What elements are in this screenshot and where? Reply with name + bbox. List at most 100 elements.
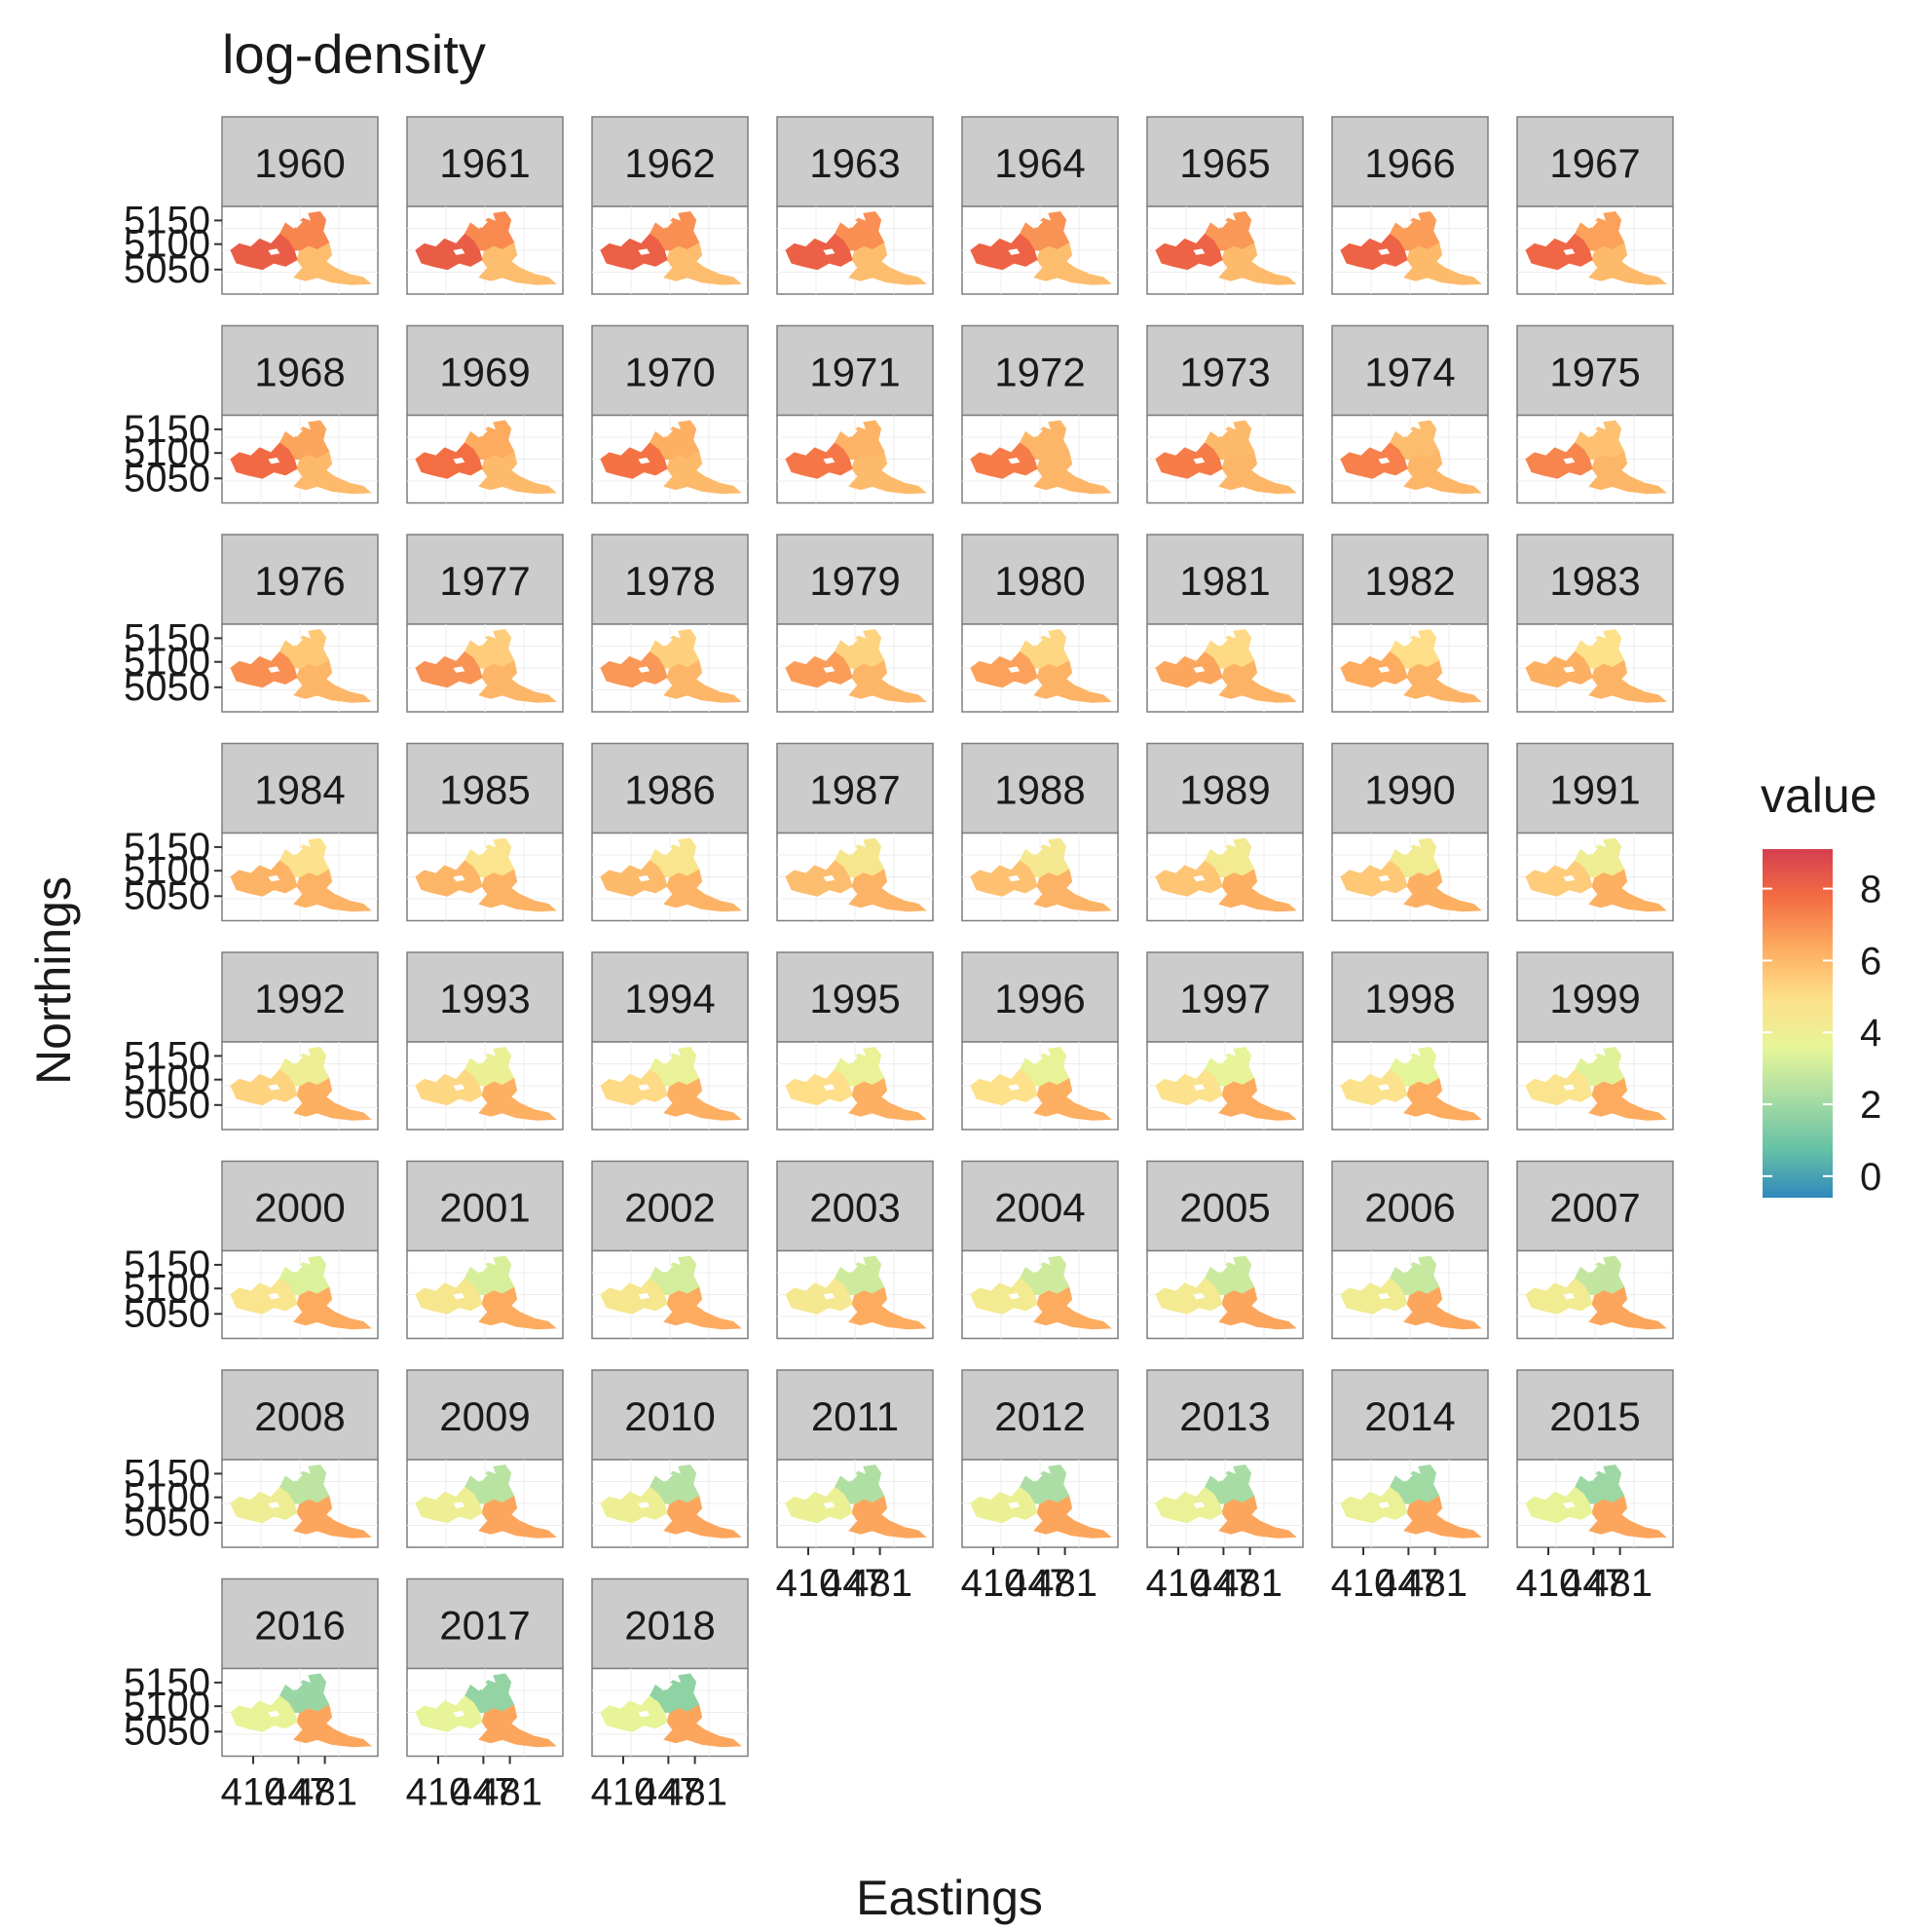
facet-strip-label: 1969 — [439, 350, 530, 395]
facet-panel: 1973 — [1146, 324, 1304, 504]
map-lake — [288, 1264, 303, 1273]
map-lake — [288, 637, 303, 646]
map-region-west — [970, 1486, 1038, 1524]
x-tick-label: 410 — [1331, 1562, 1396, 1605]
map-region-west — [415, 860, 483, 897]
map-region-west — [1525, 442, 1593, 479]
facet-strip-label: 2011 — [811, 1393, 899, 1439]
map-lake — [1583, 1055, 1598, 1063]
y-tick-label: 5100 — [124, 431, 210, 474]
facet-strip — [1516, 534, 1674, 625]
map-region-west — [1340, 1278, 1408, 1315]
map-lake — [1583, 1264, 1598, 1273]
x-tick-label: 481 — [1587, 1562, 1653, 1605]
facet-strip — [1516, 1160, 1674, 1252]
map-lake — [473, 1055, 488, 1063]
map-region-west — [230, 1068, 298, 1106]
y-tick-label: 5050 — [124, 666, 210, 709]
facet-strip — [221, 951, 379, 1043]
y-tick-label: 5150 — [124, 826, 210, 869]
facet-panel: 1967 — [1516, 116, 1674, 295]
map-lake — [453, 1502, 465, 1508]
facet-strip — [1331, 116, 1489, 207]
y-tick-label: 5050 — [124, 1710, 210, 1753]
x-tick-label: 410 — [961, 1562, 1026, 1605]
legend-tick-label: 6 — [1860, 940, 1881, 983]
map-region-west — [230, 1486, 298, 1524]
facet-strip-label: 2015 — [1549, 1393, 1640, 1439]
map-lake — [658, 1682, 673, 1690]
map-lake — [1378, 457, 1391, 464]
map-lake — [288, 1055, 303, 1063]
y-tick-label: 5050 — [124, 457, 210, 500]
map-lake — [658, 1055, 673, 1063]
x-tick-label: 410 — [1146, 1562, 1211, 1605]
map-lake — [1398, 428, 1413, 437]
map-region-west — [1525, 233, 1593, 271]
map-region-west — [1340, 1068, 1408, 1106]
facet-strip — [221, 742, 379, 835]
facet-strip — [961, 324, 1119, 417]
map-lake — [1563, 248, 1576, 255]
map-lake — [473, 219, 488, 228]
map-lake — [1378, 1502, 1391, 1508]
facet-strip — [961, 951, 1119, 1043]
map-region-west — [415, 1068, 483, 1106]
map-region-west — [230, 860, 298, 897]
facet-strip-label: 1970 — [624, 350, 715, 395]
facet-panel: 1972 — [961, 324, 1119, 504]
map-region-west — [415, 442, 483, 479]
map-lake — [658, 1264, 673, 1273]
map-region-west — [785, 442, 853, 479]
facet-strip-label: 1985 — [439, 767, 530, 813]
map-lake — [1028, 428, 1043, 437]
legend-tick-label: 8 — [1860, 869, 1881, 911]
map-region-west — [1525, 650, 1593, 688]
facet-strip-label: 1971 — [809, 350, 900, 395]
x-tick-label: 410 — [776, 1562, 841, 1605]
facet-strip — [221, 1577, 379, 1670]
map-lake — [1193, 457, 1206, 464]
facet-panel: 1985 — [406, 742, 564, 922]
facet-panel: 1965 — [1146, 116, 1304, 295]
facet-strip-label: 1977 — [439, 558, 530, 604]
map-lake — [658, 428, 673, 437]
map-region-west — [1155, 1278, 1223, 1315]
facet-panel: 1997 — [1146, 951, 1304, 1131]
facet-strip-label: 2014 — [1364, 1393, 1455, 1439]
facet-strip-label: 1995 — [809, 976, 900, 1021]
map-lake — [453, 1292, 465, 1300]
map-lake — [1028, 846, 1043, 855]
facet-strip — [776, 324, 934, 417]
map-region-west — [415, 1695, 483, 1732]
x-tick-label: 447 — [821, 1562, 886, 1605]
facet-strip-label: 1996 — [994, 976, 1085, 1021]
map-region-west — [230, 650, 298, 688]
map-lake — [1008, 248, 1021, 255]
map-lake — [1028, 1472, 1043, 1481]
map-lake — [1193, 248, 1206, 255]
facet-strip — [1516, 116, 1674, 207]
facet-strip-label: 1987 — [809, 767, 900, 813]
map-lake — [823, 666, 836, 673]
x-tick-label: 410 — [406, 1771, 471, 1814]
map-lake — [268, 1084, 280, 1091]
map-lake — [1193, 1084, 1206, 1091]
map-region-west — [230, 233, 298, 271]
y-axis-title: Northings — [26, 876, 81, 1085]
facet-panel: 1970 — [591, 324, 749, 504]
map-lake — [473, 428, 488, 437]
map-region-west — [230, 442, 298, 479]
map-lake — [1028, 219, 1043, 228]
y-tick-label: 5100 — [124, 1476, 210, 1519]
facet-strip-label: 2002 — [624, 1185, 715, 1231]
facet-panel: 1995 — [776, 951, 934, 1131]
facet-panel: 1966 — [1331, 116, 1489, 295]
facet-strip-label: 2012 — [994, 1393, 1085, 1439]
map-region-west — [600, 1278, 668, 1315]
map-lake — [1378, 248, 1391, 255]
map-region-west — [600, 442, 668, 479]
x-tick-label: 481 — [292, 1771, 357, 1814]
